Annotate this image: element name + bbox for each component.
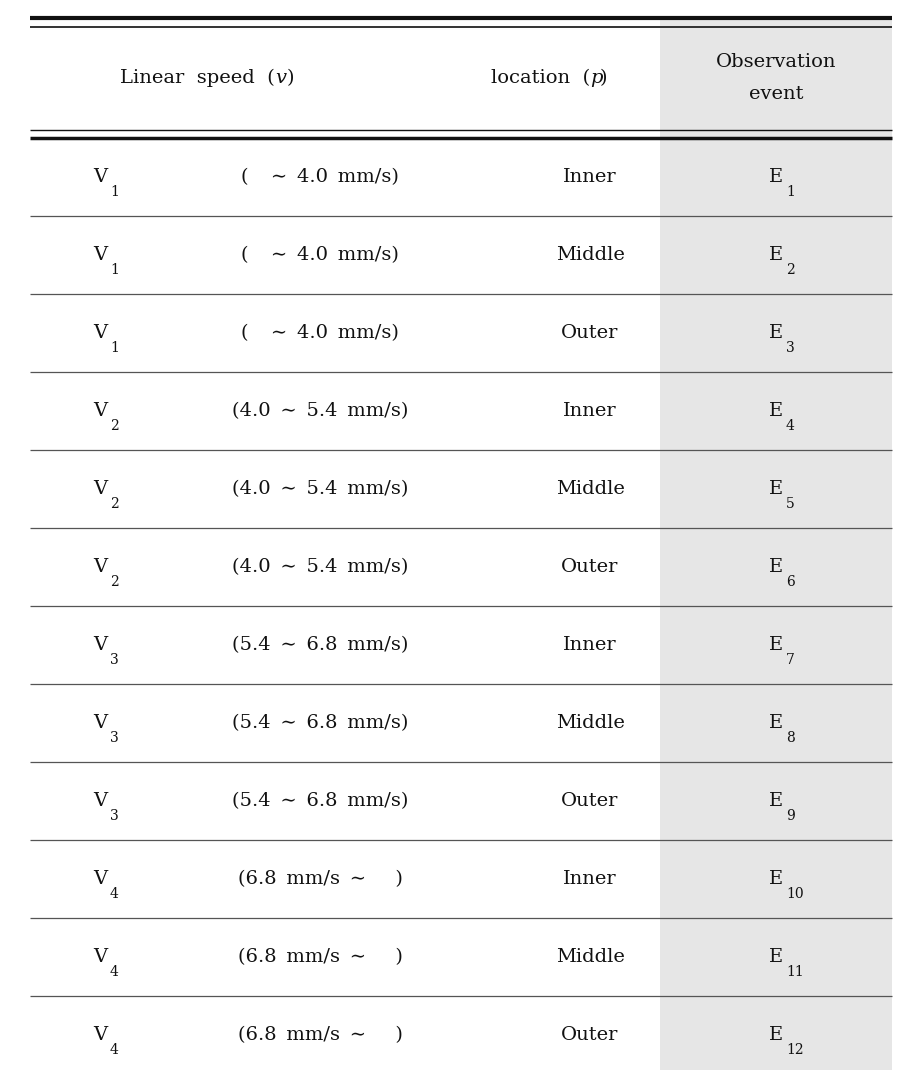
Text: Middle: Middle <box>556 480 624 498</box>
Text: Outer: Outer <box>561 1026 619 1044</box>
Text: V: V <box>93 1026 107 1044</box>
Text: E: E <box>769 168 783 186</box>
Bar <box>660 18 892 1070</box>
Text: E: E <box>769 636 783 654</box>
Text: 3: 3 <box>786 341 795 355</box>
Text: Inner: Inner <box>563 168 617 186</box>
Text: V: V <box>93 557 107 576</box>
Text: p: p <box>590 68 602 87</box>
Text: (5.4 ∼ 6.8 mm/s): (5.4 ∼ 6.8 mm/s) <box>231 636 408 654</box>
Text: V: V <box>93 324 107 342</box>
Text: V: V <box>93 402 107 421</box>
Text: 2: 2 <box>110 575 119 588</box>
Text: V: V <box>93 714 107 732</box>
Text: location  (: location ( <box>491 68 590 87</box>
Text: 1: 1 <box>786 185 795 199</box>
Text: E: E <box>769 1026 783 1044</box>
Text: Inner: Inner <box>563 402 617 421</box>
Text: 2: 2 <box>110 496 119 511</box>
Text: 1: 1 <box>110 341 119 355</box>
Text: 10: 10 <box>786 887 804 901</box>
Text: 1: 1 <box>110 185 119 199</box>
Text: Inner: Inner <box>563 636 617 654</box>
Text: 4: 4 <box>110 1043 119 1057</box>
Text: 3: 3 <box>110 731 119 745</box>
Text: (5.4 ∼ 6.8 mm/s): (5.4 ∼ 6.8 mm/s) <box>231 714 408 732</box>
Text: Outer: Outer <box>561 792 619 810</box>
Text: v: v <box>275 68 286 87</box>
Text: (   ∼ 4.0 mm/s): ( ∼ 4.0 mm/s) <box>241 168 399 186</box>
Text: E: E <box>769 792 783 810</box>
Text: Inner: Inner <box>563 870 617 888</box>
Text: Middle: Middle <box>556 246 624 264</box>
Text: 4: 4 <box>110 887 119 901</box>
Text: V: V <box>93 168 107 186</box>
Text: Observation: Observation <box>715 54 836 71</box>
Text: 4: 4 <box>110 965 119 979</box>
Text: 4: 4 <box>786 419 795 433</box>
Text: ): ) <box>287 68 294 87</box>
Text: E: E <box>769 948 783 966</box>
Text: 2: 2 <box>110 419 119 433</box>
Text: 11: 11 <box>786 965 804 979</box>
Text: V: V <box>93 480 107 498</box>
Text: (6.8 mm/s ∼   ): (6.8 mm/s ∼ ) <box>238 1026 402 1044</box>
Text: V: V <box>93 948 107 966</box>
Text: 8: 8 <box>786 731 795 745</box>
Text: Middle: Middle <box>556 714 624 732</box>
Text: 7: 7 <box>786 653 795 667</box>
Text: (6.8 mm/s ∼   ): (6.8 mm/s ∼ ) <box>238 948 402 966</box>
Text: V: V <box>93 246 107 264</box>
Text: E: E <box>769 402 783 421</box>
Text: Outer: Outer <box>561 557 619 576</box>
Text: 1: 1 <box>110 263 119 277</box>
Text: V: V <box>93 870 107 888</box>
Text: event: event <box>749 85 803 103</box>
Text: (4.0 ∼ 5.4 mm/s): (4.0 ∼ 5.4 mm/s) <box>231 557 408 576</box>
Text: Middle: Middle <box>556 948 624 966</box>
Text: (4.0 ∼ 5.4 mm/s): (4.0 ∼ 5.4 mm/s) <box>231 402 408 421</box>
Text: (   ∼ 4.0 mm/s): ( ∼ 4.0 mm/s) <box>241 246 399 264</box>
Text: Linear  speed  (: Linear speed ( <box>120 68 275 87</box>
Text: 3: 3 <box>110 809 119 823</box>
Text: (5.4 ∼ 6.8 mm/s): (5.4 ∼ 6.8 mm/s) <box>231 792 408 810</box>
Text: V: V <box>93 792 107 810</box>
Text: E: E <box>769 557 783 576</box>
Text: ): ) <box>600 68 608 87</box>
Text: E: E <box>769 870 783 888</box>
Text: (6.8 mm/s ∼   ): (6.8 mm/s ∼ ) <box>238 870 402 888</box>
Text: 2: 2 <box>786 263 795 277</box>
Text: E: E <box>769 324 783 342</box>
Text: 9: 9 <box>786 809 795 823</box>
Text: 3: 3 <box>110 653 119 667</box>
Text: 12: 12 <box>786 1043 804 1057</box>
Text: (4.0 ∼ 5.4 mm/s): (4.0 ∼ 5.4 mm/s) <box>231 480 408 498</box>
Text: E: E <box>769 480 783 498</box>
Text: 5: 5 <box>786 496 795 511</box>
Text: V: V <box>93 636 107 654</box>
Text: 6: 6 <box>786 575 795 588</box>
Text: (   ∼ 4.0 mm/s): ( ∼ 4.0 mm/s) <box>241 324 399 342</box>
Text: E: E <box>769 246 783 264</box>
Text: Outer: Outer <box>561 324 619 342</box>
Text: E: E <box>769 714 783 732</box>
